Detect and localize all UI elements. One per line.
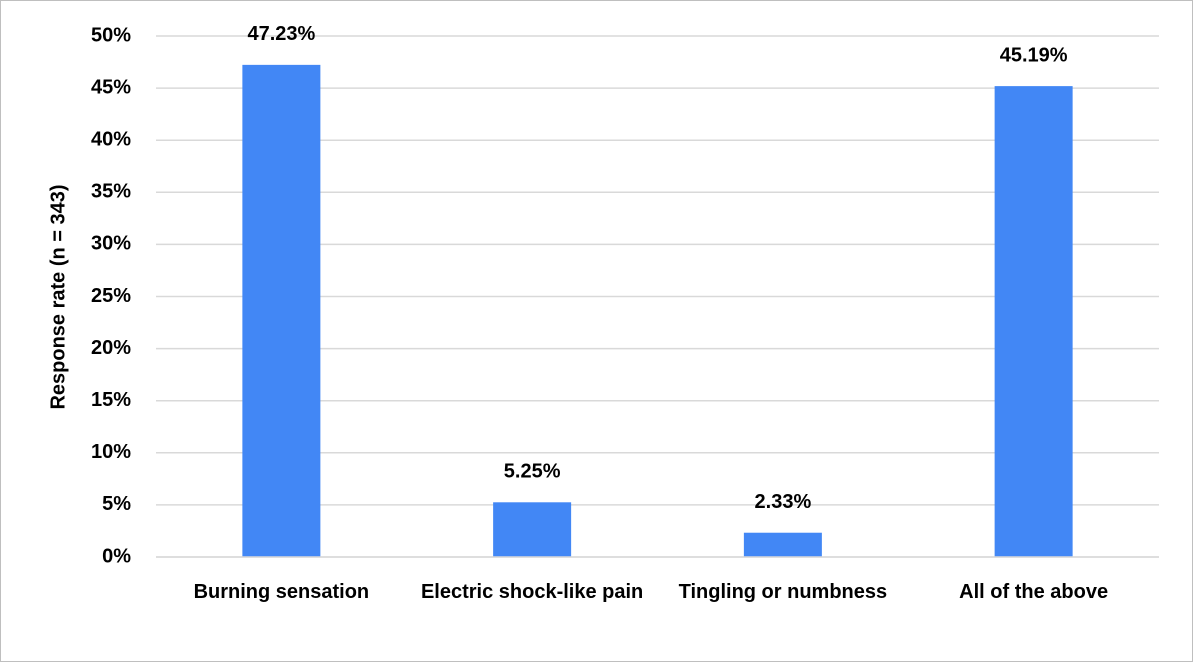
y-tick-label: 45% (91, 76, 131, 98)
data-label: 47.23% (247, 23, 315, 45)
y-tick-label: 20% (91, 337, 131, 359)
bar (743, 532, 822, 557)
y-axis-title: Response rate (n = 343) (47, 184, 69, 409)
bar (493, 502, 572, 557)
data-label: 2.33% (755, 491, 812, 513)
x-tick-label: All of the above (959, 581, 1109, 603)
y-tick-label: 50% (91, 24, 131, 46)
y-tick-label: 25% (91, 285, 131, 307)
y-tick-label: 5% (102, 493, 131, 515)
y-tick-label: 30% (91, 233, 131, 255)
y-tick-label: 0% (102, 545, 131, 567)
bar (242, 64, 321, 557)
y-tick-label: 15% (91, 389, 131, 411)
x-tick-label: Electric shock-like pain (420, 581, 644, 603)
x-tick-label: Burning sensation (193, 581, 370, 603)
data-label: 5.25% (504, 461, 561, 483)
y-tick-label: 40% (91, 128, 131, 150)
data-label: 45.19% (1000, 44, 1068, 66)
y-tick-label: 10% (91, 441, 131, 463)
x-tick-label: Tingling or numbness (678, 581, 888, 603)
y-tick-label: 35% (91, 181, 131, 203)
bar (994, 86, 1073, 557)
